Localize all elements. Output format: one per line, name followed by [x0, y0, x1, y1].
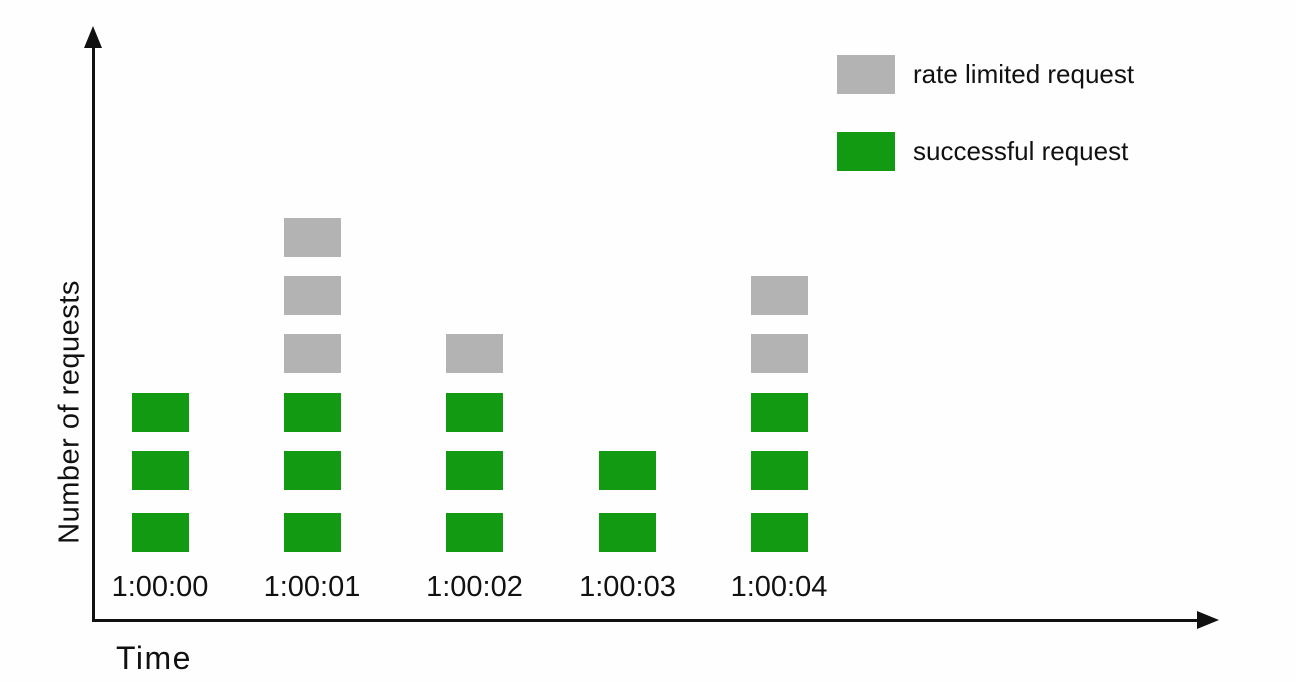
request-block-successful	[283, 451, 341, 490]
x-tick-label: 1:00:01	[263, 571, 361, 603]
request-block-successful	[283, 513, 341, 552]
request-block-successful	[750, 392, 808, 432]
request-block-rate_limited	[750, 334, 808, 374]
request-block-successful	[446, 451, 503, 490]
request-block-rate_limited	[750, 276, 808, 316]
request-block-successful	[446, 513, 503, 552]
x-axis-line	[92, 619, 1202, 622]
legend-item-successful: successful request	[837, 131, 1128, 171]
request-block-successful	[599, 451, 656, 490]
legend-swatch-rate_limited	[837, 54, 895, 94]
request-block-successful	[283, 392, 341, 432]
request-block-successful	[131, 392, 189, 432]
x-tick-label: 1:00:02	[426, 571, 523, 603]
x-tick-label: 1:00:03	[579, 571, 676, 603]
y-axis-label: Number of requests	[53, 280, 86, 544]
request-block-successful	[446, 392, 503, 432]
request-block-successful	[599, 513, 656, 552]
y-axis-arrowhead	[84, 26, 102, 48]
x-tick-label: 1:00:04	[730, 571, 828, 603]
x-axis-label: Time	[116, 640, 192, 676]
y-axis-line	[92, 42, 95, 622]
request-block-rate_limited	[283, 276, 341, 316]
legend-item-rate_limited: rate limited request	[837, 54, 1134, 94]
x-axis-arrowhead	[1197, 611, 1219, 629]
request-block-rate_limited	[446, 334, 503, 374]
request-block-rate_limited	[283, 217, 341, 257]
legend-label: rate limited request	[913, 58, 1135, 89]
legend-label: successful request	[913, 135, 1129, 166]
request-block-successful	[131, 513, 189, 552]
request-block-successful	[131, 451, 189, 490]
x-tick-label: 1:00:00	[111, 571, 209, 603]
request-block-successful	[750, 513, 808, 552]
request-block-rate_limited	[283, 334, 341, 374]
request-block-successful	[750, 451, 808, 490]
legend-swatch-successful	[837, 131, 895, 171]
